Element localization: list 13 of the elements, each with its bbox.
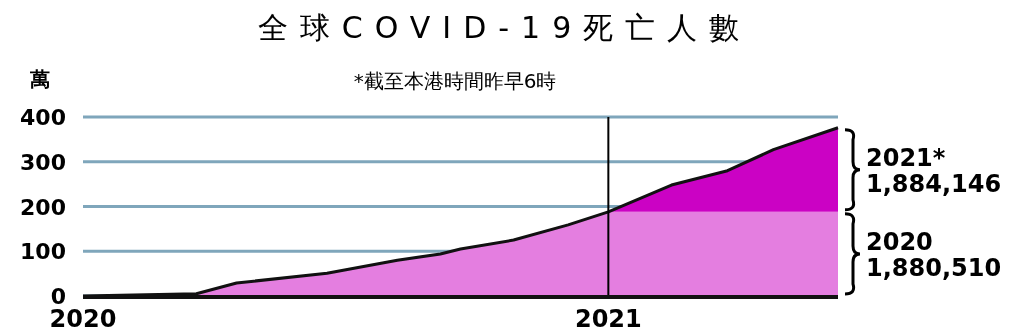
x-tick-label: 2021	[574, 305, 642, 332]
y-axis-title: 萬	[29, 67, 50, 91]
text: *截至本港時間昨早6時	[353, 69, 557, 93]
y-tick-label: 400	[20, 105, 66, 130]
series-label: 2021*	[866, 143, 946, 172]
y-tick-label: 0	[50, 284, 66, 309]
text: 1,880,510	[866, 253, 1002, 282]
chart-title: 全球COVID-19死亡人數	[257, 10, 752, 45]
text: 1,884,146	[866, 169, 1002, 198]
y-tick-label: 100	[20, 239, 66, 265]
y-tick-label: 300	[20, 149, 66, 175]
y-tick-label: 200	[20, 194, 66, 220]
series-label: 2020	[866, 227, 933, 256]
